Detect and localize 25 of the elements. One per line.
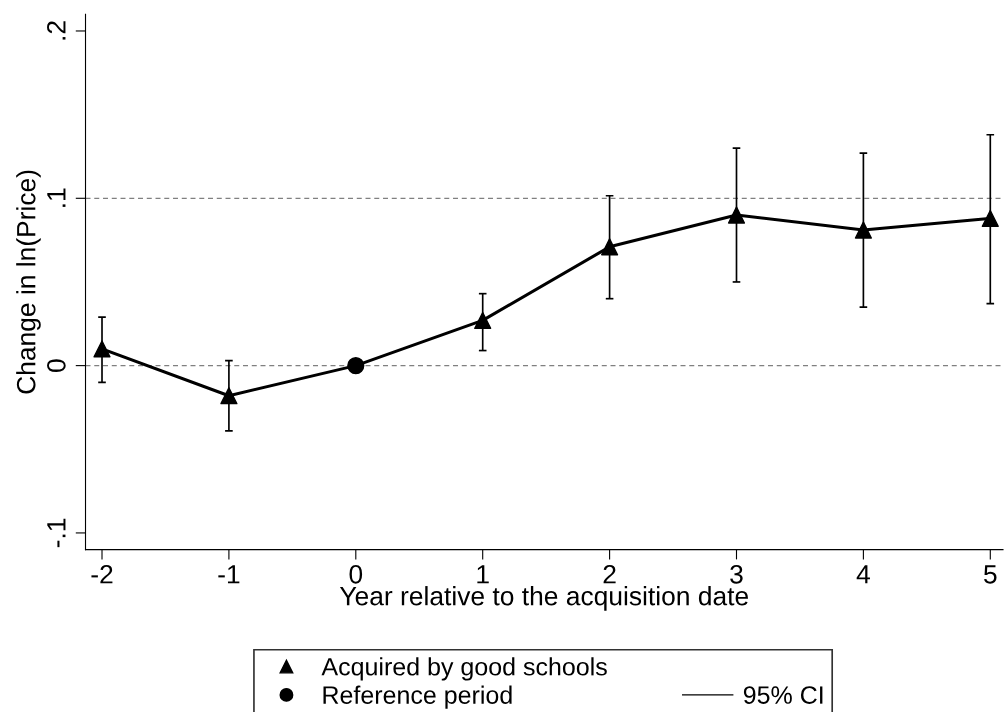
x-tick-label: 5 xyxy=(984,565,997,584)
x-tick-label: 4 xyxy=(856,565,870,584)
point xyxy=(474,311,492,330)
y-tick-label: .2 xyxy=(47,21,66,40)
text: 95% CI xyxy=(743,686,823,704)
legend-label: Acquired by good schools xyxy=(321,657,607,681)
x-tick-label: -1 xyxy=(218,565,240,584)
point xyxy=(727,206,746,224)
x-tick-label: 0 xyxy=(349,564,363,584)
x-tick-label: -2 xyxy=(91,564,113,584)
y-tick-label: -.1 xyxy=(47,518,66,548)
x-tick-label: 2 xyxy=(603,564,616,584)
x-axis-title: Year relative to the acquisition date xyxy=(339,586,748,611)
point xyxy=(854,221,873,239)
y-tick-label: .1 xyxy=(47,188,66,207)
point xyxy=(347,356,365,375)
legend-label: Reference period xyxy=(323,685,512,709)
y-tick-label: 0 xyxy=(47,359,66,372)
point xyxy=(981,209,999,227)
y-axis-title: Change in ln(Price) xyxy=(16,170,41,394)
point xyxy=(93,340,111,358)
x-tick-label: 1 xyxy=(477,565,489,584)
point xyxy=(220,387,238,405)
x-tick-label: 3 xyxy=(730,564,743,584)
point xyxy=(600,238,619,256)
